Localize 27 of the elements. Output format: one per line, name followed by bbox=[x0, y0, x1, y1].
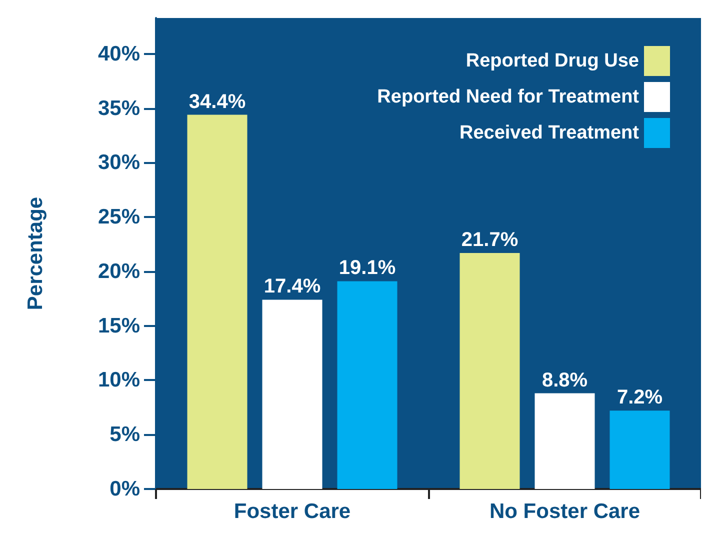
bar bbox=[610, 410, 670, 489]
bar bbox=[262, 300, 322, 489]
y-tick-label: 35% bbox=[98, 96, 140, 120]
data-label: 17.4% bbox=[264, 276, 321, 298]
y-tick-label: 0% bbox=[110, 478, 140, 500]
y-tick-label: 40% bbox=[98, 42, 140, 66]
data-label: 7.2% bbox=[616, 386, 663, 409]
x-tick-label: No Foster Care bbox=[489, 500, 640, 523]
x-tick-label: Foster Care bbox=[234, 500, 351, 523]
legend-label: Reported Drug Use bbox=[466, 50, 639, 72]
bar bbox=[187, 114, 248, 489]
data-label: 8.8% bbox=[542, 369, 588, 392]
data-label: 19.1% bbox=[338, 257, 396, 280]
y-axis-title: Percentage bbox=[24, 196, 47, 310]
y-tick-label: 30% bbox=[98, 151, 140, 174]
data-label: 34.4% bbox=[188, 90, 246, 113]
y-tick-label: 20% bbox=[98, 260, 140, 283]
bar bbox=[534, 393, 595, 489]
y-tick-label: 5% bbox=[110, 423, 140, 446]
legend-label: Received Treatment bbox=[459, 122, 640, 144]
legend-label: Reported Need for Treatment bbox=[377, 86, 640, 108]
data-label: 21.7% bbox=[461, 228, 518, 251]
y-tick-label: 15% bbox=[98, 314, 140, 338]
bar bbox=[460, 252, 520, 489]
bar bbox=[337, 281, 398, 489]
y-tick-label: 10% bbox=[98, 368, 140, 392]
y-tick-label: 25% bbox=[98, 206, 140, 229]
